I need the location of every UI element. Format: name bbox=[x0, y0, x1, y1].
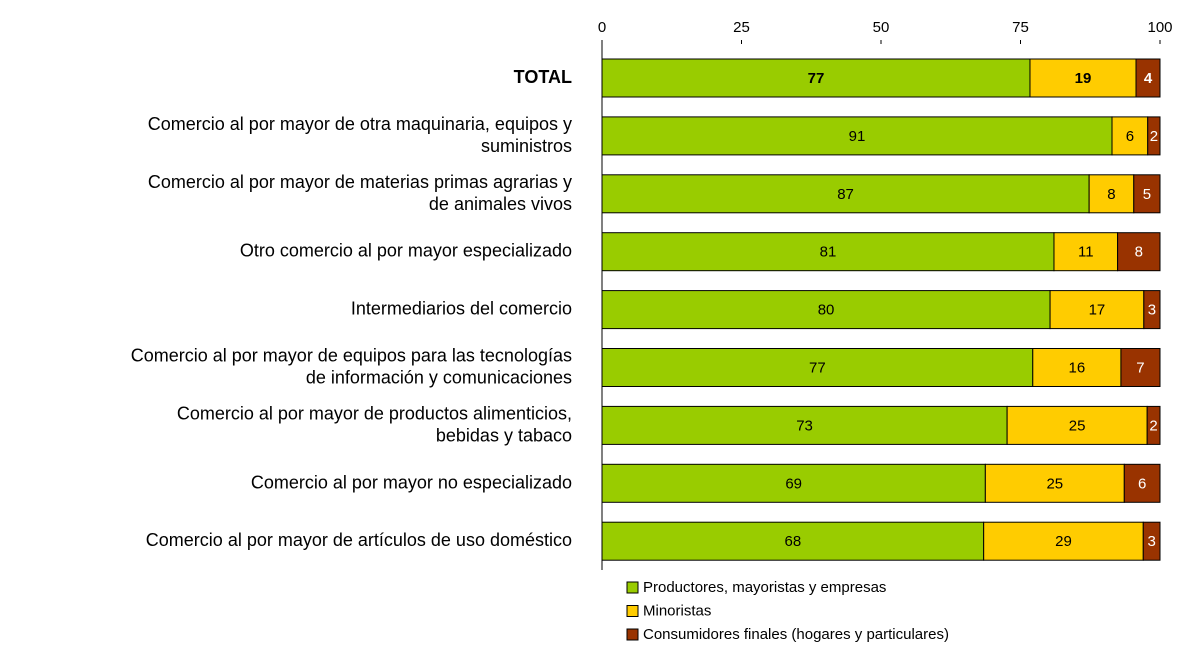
value-label: 68 bbox=[784, 533, 801, 550]
value-label: 8 bbox=[1135, 244, 1143, 261]
value-label: 7 bbox=[1136, 359, 1144, 376]
x-tick-label: 100 bbox=[1147, 19, 1172, 36]
bar-segment bbox=[1029, 58, 1137, 98]
bar-segment bbox=[601, 58, 1031, 98]
bar-segment bbox=[1135, 58, 1161, 98]
value-label: 73 bbox=[796, 417, 813, 434]
bar-segment bbox=[1032, 348, 1122, 387]
value-label: 3 bbox=[1148, 302, 1156, 319]
category-label: TOTAL bbox=[514, 67, 572, 87]
bar-segment bbox=[601, 348, 1034, 387]
bar-segment bbox=[1006, 405, 1148, 445]
bar-segment bbox=[601, 290, 1051, 330]
value-label: 3 bbox=[1147, 533, 1155, 550]
bar-segment bbox=[1120, 348, 1161, 387]
legend-label: Consumidores finales (hogares y particul… bbox=[643, 626, 949, 643]
x-tick-label: 0 bbox=[598, 19, 606, 36]
value-label: 81 bbox=[820, 244, 837, 261]
category-label: Comercio al por mayor de productos alime… bbox=[177, 403, 572, 445]
bar-segment bbox=[1143, 290, 1161, 330]
bar-segment bbox=[1146, 405, 1161, 445]
value-label: 6 bbox=[1138, 475, 1146, 492]
value-label: 6 bbox=[1126, 128, 1134, 145]
category-label: Comercio al por mayor de materias primas… bbox=[148, 172, 572, 214]
value-label: 77 bbox=[808, 70, 825, 87]
bar-segment bbox=[1147, 116, 1161, 156]
bar-segment bbox=[1053, 232, 1119, 272]
value-label: 11 bbox=[1078, 244, 1094, 261]
category-label: Comercio al por mayor de equipos para la… bbox=[131, 345, 572, 387]
legend-label: Minoristas bbox=[643, 602, 711, 619]
bar-segment bbox=[1117, 232, 1161, 272]
x-tick-label: 25 bbox=[733, 19, 750, 36]
legend-swatch bbox=[626, 605, 639, 617]
value-label: 87 bbox=[837, 186, 854, 203]
value-label: 77 bbox=[809, 359, 826, 376]
value-label: 29 bbox=[1055, 533, 1072, 550]
value-label: 80 bbox=[818, 302, 835, 319]
bar-segment bbox=[1123, 463, 1161, 503]
legend-swatch bbox=[626, 581, 639, 594]
category-label: Comercio al por mayor de artículos de us… bbox=[146, 530, 572, 550]
category-label: Comercio al por mayor de otra maquinaria… bbox=[148, 114, 572, 156]
value-label: 2 bbox=[1150, 128, 1158, 145]
bar-segment bbox=[1049, 290, 1145, 330]
x-tick-label: 50 bbox=[873, 19, 890, 36]
value-label: 4 bbox=[1144, 70, 1153, 87]
value-label: 91 bbox=[849, 128, 866, 145]
bar-segment bbox=[984, 463, 1125, 503]
value-label: 8 bbox=[1107, 186, 1115, 203]
legend-swatch bbox=[626, 628, 639, 641]
value-label: 69 bbox=[785, 475, 802, 492]
legend-label: Productores, mayoristas y empresas bbox=[643, 579, 886, 596]
value-label: 17 bbox=[1089, 302, 1106, 319]
category-label: Otro comercio al por mayor especializado bbox=[240, 240, 572, 260]
bar-segment bbox=[601, 405, 1008, 445]
bar-segment bbox=[1088, 174, 1135, 214]
x-tick-label: 75 bbox=[1012, 19, 1029, 36]
value-label: 5 bbox=[1143, 186, 1151, 203]
bar-segment bbox=[1142, 521, 1161, 561]
bar-segment bbox=[601, 521, 985, 561]
value-label: 25 bbox=[1046, 475, 1063, 492]
value-label: 25 bbox=[1069, 417, 1086, 434]
bar-segment bbox=[601, 174, 1090, 214]
bar-segment bbox=[983, 521, 1144, 561]
value-label: 16 bbox=[1069, 359, 1086, 376]
value-label: 2 bbox=[1149, 417, 1157, 434]
value-label: 19 bbox=[1075, 70, 1092, 87]
category-label: Intermediarios del comercio bbox=[351, 298, 572, 318]
category-label: Comercio al por mayor no especializado bbox=[251, 472, 572, 492]
bar-segment bbox=[1133, 174, 1161, 214]
bar-segment bbox=[601, 463, 986, 503]
